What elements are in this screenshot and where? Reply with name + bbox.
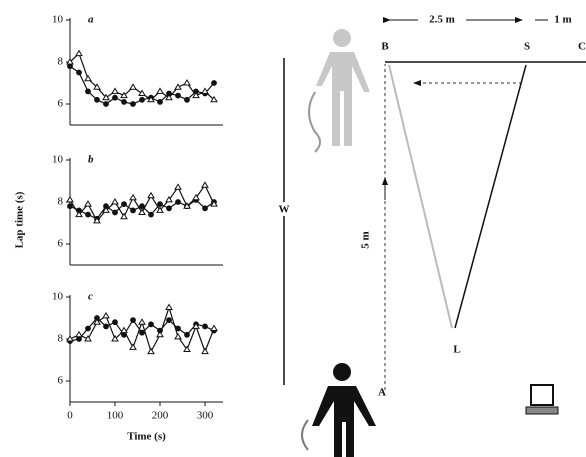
person-gray [309,29,370,152]
point [149,322,154,327]
point [76,332,82,337]
y-tick-label: 10 [52,154,64,166]
y-axis-label: Lap time (s) [14,191,26,248]
point [148,193,154,198]
series-line [70,308,214,352]
point [175,334,181,339]
point [122,100,127,105]
x-tick-label: 200 [152,410,169,422]
point [67,197,73,202]
point [131,102,136,107]
point [130,84,136,89]
x-axis-label: Time (s) [127,431,166,443]
point [86,212,91,217]
distance-label: 5 m [360,231,372,248]
point [157,88,163,93]
path-line [455,65,526,328]
point [86,326,91,331]
point [121,328,127,333]
point [166,305,172,310]
person-black [302,363,376,457]
path-line [389,65,452,328]
distance-label: 1 m [554,14,571,26]
point [211,326,217,331]
point [77,337,82,342]
point [140,204,145,209]
point [103,313,109,318]
distance-label: 2.5 m [429,14,455,26]
point [68,64,73,69]
y-tick-label: 6 [58,238,64,250]
point [202,182,208,187]
point-label: L [453,344,460,356]
point [113,95,118,100]
y-tick-label: 8 [58,56,64,68]
diagram: 2.5 m 1 m B S C L A 5 m W [278,14,586,457]
x-tick-label: 300 [197,410,214,422]
point [185,97,190,102]
point [140,97,145,102]
point [95,97,100,102]
point [202,349,208,354]
point [130,344,136,349]
point [112,199,118,204]
point [148,349,154,354]
point [158,100,163,105]
point [167,206,172,211]
point-label: C [578,41,586,53]
point [167,318,172,323]
y-tick-label: 6 [58,375,64,387]
panel-label: b [88,154,94,166]
y-tick-label: 6 [58,98,64,110]
point [77,70,82,75]
point [122,202,127,207]
point [203,324,208,329]
point [139,91,145,96]
point [140,330,145,335]
point [203,206,208,211]
x-tick-label: 100 [107,410,124,422]
point [185,332,190,337]
point [158,202,163,207]
point [86,89,91,94]
y-tick-label: 10 [52,291,64,303]
point [104,102,109,107]
point [175,184,181,189]
x-tick-label: 0 [67,410,73,422]
point [149,212,154,217]
point [139,210,145,215]
point [131,208,136,213]
laptop [526,385,558,414]
point [176,93,181,98]
point [112,88,118,93]
figure: a6810b6810Lap time (s)c68100100200300Tim… [0,0,586,457]
point [131,318,136,323]
point [121,214,127,219]
point [139,319,145,324]
y-tick-label: 8 [58,333,64,345]
point-label: S [524,41,530,53]
y-tick-label: 10 [52,14,64,26]
y-tick-label: 8 [58,196,64,208]
point [176,200,181,205]
point [85,201,91,206]
point [85,76,91,81]
point [76,51,82,56]
panel-label: c [88,291,93,303]
point [68,204,73,209]
panel-label: a [88,14,94,26]
point [104,324,109,329]
point [113,210,118,215]
point [130,195,136,200]
point-label: A [378,387,386,399]
point [113,320,118,325]
point [212,81,217,86]
point-label: B [381,41,389,53]
point [184,80,190,85]
wall-label: W [279,204,290,216]
